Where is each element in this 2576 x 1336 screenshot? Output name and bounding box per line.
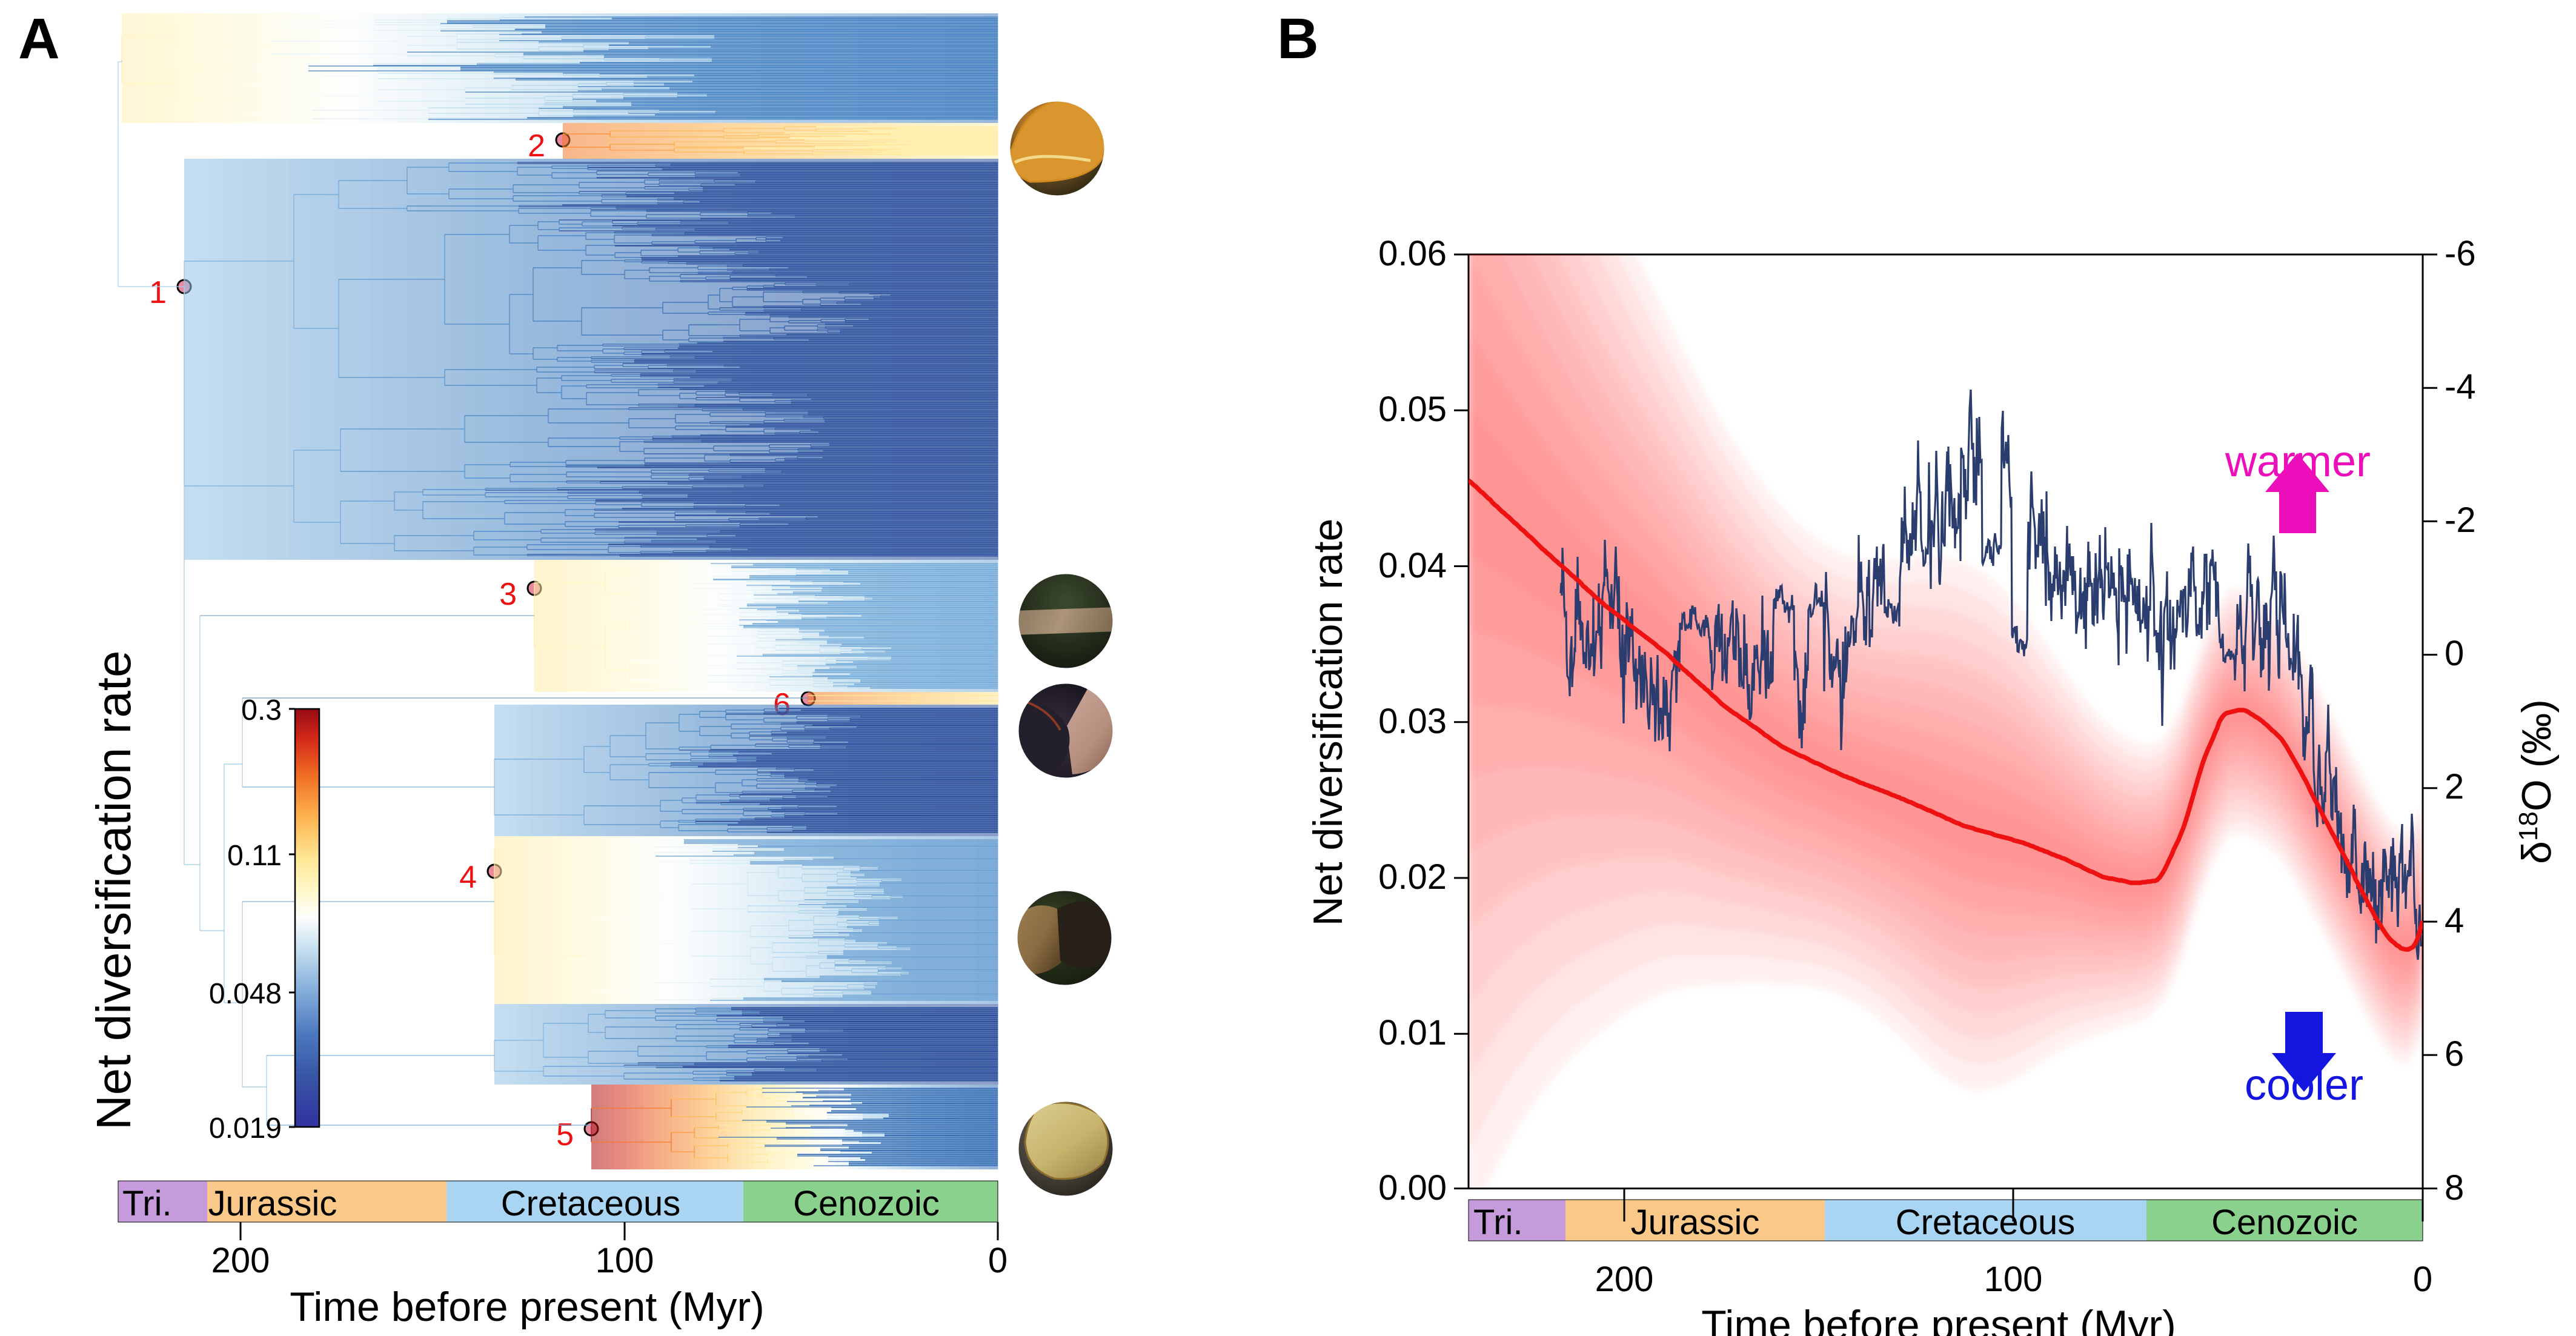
svg-text:100: 100 <box>1984 1260 2043 1299</box>
svg-text:δ18O (‰): δ18O (‰) <box>2514 699 2560 864</box>
svg-text:0.11: 0.11 <box>227 840 282 872</box>
svg-text:0.02: 0.02 <box>1378 857 1447 897</box>
svg-text:Jurassic: Jurassic <box>208 1184 337 1223</box>
svg-text:-4: -4 <box>2445 367 2476 407</box>
svg-text:0.3: 0.3 <box>241 694 282 726</box>
svg-text:Net diversification rate: Net diversification rate <box>87 651 141 1130</box>
svg-text:4: 4 <box>2445 901 2464 940</box>
svg-text:Cenozoic: Cenozoic <box>2211 1203 2358 1242</box>
svg-text:0.04: 0.04 <box>1378 546 1447 585</box>
svg-text:Cenozoic: Cenozoic <box>793 1184 940 1223</box>
svg-text:Time before present (Myr): Time before present (Myr) <box>1701 1302 2176 1336</box>
svg-text:1: 1 <box>149 275 167 310</box>
svg-text:Time before present (Myr): Time before present (Myr) <box>290 1284 764 1330</box>
svg-text:2: 2 <box>2445 767 2464 806</box>
svg-text:0.019: 0.019 <box>209 1112 282 1145</box>
svg-text:-2: -2 <box>2445 500 2476 540</box>
svg-text:0.05: 0.05 <box>1378 390 1447 429</box>
svg-text:5: 5 <box>556 1117 574 1152</box>
svg-text:Jurassic: Jurassic <box>1631 1203 1760 1242</box>
svg-text:2: 2 <box>528 128 545 164</box>
svg-text:Cretaceous: Cretaceous <box>1896 1203 2076 1242</box>
svg-text:100: 100 <box>596 1241 654 1280</box>
svg-text:200: 200 <box>1595 1260 1654 1299</box>
svg-text:Cretaceous: Cretaceous <box>501 1184 681 1223</box>
svg-text:Net diversification rate: Net diversification rate <box>1305 519 1351 926</box>
svg-text:6: 6 <box>2445 1034 2464 1074</box>
svg-text:0.06: 0.06 <box>1378 234 1447 273</box>
svg-text:0.03: 0.03 <box>1378 702 1447 741</box>
svg-text:4: 4 <box>459 860 477 895</box>
svg-text:Tri.: Tri. <box>1473 1203 1523 1242</box>
svg-text:200: 200 <box>211 1241 270 1280</box>
svg-text:3: 3 <box>499 577 517 612</box>
svg-text:0.01: 0.01 <box>1378 1013 1447 1052</box>
svg-text:0.048: 0.048 <box>209 978 282 1010</box>
svg-text:0: 0 <box>2413 1260 2432 1299</box>
svg-text:0: 0 <box>2445 634 2464 673</box>
svg-text:-6: -6 <box>2445 234 2476 273</box>
svg-text:Tri.: Tri. <box>122 1184 172 1223</box>
svg-text:0: 0 <box>988 1241 1007 1280</box>
svg-text:8: 8 <box>2445 1168 2464 1208</box>
svg-text:cooler: cooler <box>2245 1061 2363 1109</box>
svg-text:0.00: 0.00 <box>1378 1168 1447 1208</box>
